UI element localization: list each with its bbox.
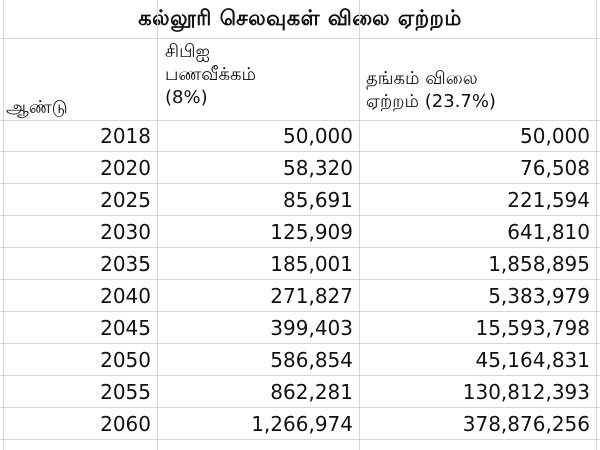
cell-year: 2025	[100, 188, 151, 212]
table-row: 2030 125,909 641,810	[0, 216, 600, 248]
gridline	[0, 247, 600, 248]
header-gold-line2: ஏற்றம் (23.7%)	[366, 91, 496, 112]
cell-cpi: 586,854	[270, 348, 353, 372]
cell-cpi: 1,266,974	[251, 412, 353, 436]
gridline	[157, 0, 158, 450]
cell-gold: 1,858,895	[488, 252, 590, 276]
gridline	[0, 407, 600, 408]
table-row: 2045 399,403 15,593,798	[0, 312, 600, 344]
table-row: 2025 85,691 221,594	[0, 184, 600, 216]
cell-year: 2020	[100, 156, 151, 180]
gridline	[0, 215, 600, 216]
cell-year: 2018	[100, 124, 151, 148]
cell-cpi: 58,320	[283, 156, 353, 180]
cell-year: 2045	[100, 316, 151, 340]
gridline	[0, 311, 600, 312]
gridline	[0, 375, 600, 376]
header-cpi-line1: சிபிஐ	[165, 41, 210, 62]
cell-cpi: 50,000	[283, 124, 353, 148]
gridline	[0, 38, 600, 39]
cell-year: 2060	[100, 412, 151, 436]
cell-cpi: 85,691	[283, 188, 353, 212]
header-gold-line1: தங்கம் விலை	[366, 68, 478, 89]
header-year: ஆண்டு	[6, 97, 68, 118]
table-row: 2060 1,266,974 378,876,256	[0, 408, 600, 440]
gridline	[0, 343, 600, 344]
table-header: ஆண்டு சிபிஐ பணவீக்கம் (8%) தங்கம் விலை ஏ…	[0, 38, 600, 120]
cell-gold: 15,593,798	[475, 316, 590, 340]
header-cpi-line3: (8%)	[165, 87, 208, 108]
gridline	[3, 0, 4, 450]
gridline	[0, 151, 600, 152]
gridline	[359, 0, 360, 450]
table-row: 2035 185,001 1,858,895	[0, 248, 600, 280]
table-title: கல்லூரி செலவுகள் விலை ஏற்றம்	[138, 5, 462, 30]
header-cpi: சிபிஐ பணவீக்கம் (8%)	[165, 40, 256, 109]
cell-gold: 130,812,393	[462, 380, 590, 404]
cell-gold: 45,164,831	[475, 348, 590, 372]
cell-gold: 50,000	[520, 124, 590, 148]
cell-gold: 5,383,979	[488, 284, 590, 308]
gridline	[0, 120, 600, 121]
table-row: 2050 586,854 45,164,831	[0, 344, 600, 376]
cell-cpi: 399,403	[270, 316, 353, 340]
table-row: 2055 862,281 130,812,393	[0, 376, 600, 408]
header-cpi-line2: பணவீக்கம்	[165, 64, 257, 85]
cell-year: 2040	[100, 284, 151, 308]
cell-gold: 378,876,256	[462, 412, 590, 436]
cell-cpi: 271,827	[270, 284, 353, 308]
cell-year: 2035	[100, 252, 151, 276]
cell-cpi: 125,909	[270, 220, 353, 244]
header-gold: தங்கம் விலை ஏற்றம் (23.7%)	[366, 67, 496, 113]
cell-year: 2050	[100, 348, 151, 372]
cell-year: 2055	[100, 380, 151, 404]
gridline	[596, 0, 597, 450]
table-row: 2018 50,000 50,000	[0, 120, 600, 152]
gridline	[0, 279, 600, 280]
cell-cpi: 862,281	[270, 380, 353, 404]
cell-year: 2030	[100, 220, 151, 244]
cell-gold: 76,508	[520, 156, 590, 180]
table-row: 2020 58,320 76,508	[0, 152, 600, 184]
cell-gold: 221,594	[507, 188, 590, 212]
cell-cpi: 185,001	[270, 252, 353, 276]
gridline	[0, 439, 600, 440]
cell-gold: 641,810	[507, 220, 590, 244]
gridline	[0, 183, 600, 184]
table-row: 2040 271,827 5,383,979	[0, 280, 600, 312]
